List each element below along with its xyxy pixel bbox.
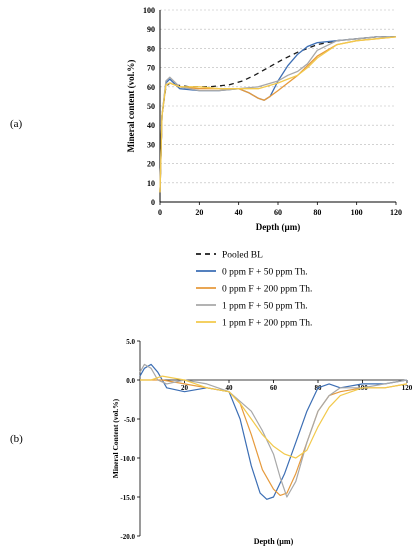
y-tick-label: 100: [143, 6, 155, 15]
x-tick-label: 20: [181, 384, 189, 392]
x-tick-label: 0: [158, 208, 162, 217]
y-axis-label: Mineral content (vol.%): [126, 60, 136, 153]
y-tick-label: -20.0: [120, 533, 135, 541]
y-tick-label: 30: [147, 140, 155, 149]
y-tick-label: 90: [147, 25, 155, 34]
legend-label: 0 ppm F + 50 ppm Th.: [222, 268, 308, 278]
x-tick-label: 80: [313, 208, 321, 217]
series-line-3: [140, 375, 408, 459]
legend-label: 0 ppm F + 200 ppm Th.: [222, 285, 312, 295]
legend-label: 1 ppm F + 200 ppm Th.: [222, 319, 312, 329]
chart-b: 5.00.0-5.0-10.0-15.0-20.020 40 60 80 100 120D…: [111, 338, 413, 546]
series-line-0: [159, 36, 396, 193]
y-tick-label: -15.0: [120, 494, 135, 502]
y-tick-label: 10: [147, 179, 155, 188]
series-line-2: [159, 36, 397, 193]
x-tick-label: 40: [226, 384, 234, 392]
y-tick-label: 20: [147, 160, 155, 169]
x-tick-label: 20: [195, 208, 203, 217]
y-tick-label: 80: [147, 44, 155, 53]
y-tick-label: 0.0: [126, 377, 135, 385]
panel-b-label: (b): [10, 433, 23, 445]
y-tick-label: 40: [147, 121, 155, 130]
legend: Pooled BL 0 ppm F + 50 ppm Th. 0 ppm F + 2…: [196, 251, 312, 329]
series-line-1: [140, 379, 408, 496]
x-tick-label: 120: [402, 384, 413, 392]
y-tick-label: -10.0: [120, 455, 135, 463]
y-tick-label: 60: [147, 83, 155, 92]
panel-a-label: (a): [10, 118, 23, 130]
y-axis-label: Mineral Content (vol.%): [111, 398, 120, 478]
series-line-4: [159, 36, 397, 193]
y-tick-label: 50: [147, 102, 155, 111]
legend-label: 1 ppm F + 50 ppm Th.: [222, 302, 308, 312]
y-tick-label: 0: [151, 198, 155, 207]
y-tick-label: -5.0: [124, 416, 136, 424]
legend-label: Pooled BL: [222, 251, 263, 261]
series-line-3: [159, 36, 396, 193]
chart-a: 0 10 20 30 40 50 60 70 80 90 100 0 20 40 60 80 100 120 Dep…: [126, 6, 402, 232]
x-tick-label: 60: [274, 208, 282, 217]
y-tick-label: 5.0: [126, 338, 135, 346]
x-tick-label: 100: [351, 208, 363, 217]
x-tick-label: 120: [390, 208, 402, 217]
x-axis-label: Depth (µm): [256, 222, 300, 232]
x-axis-label: Depth (µm): [254, 537, 294, 546]
x-tick-label: 60: [270, 384, 278, 392]
series-line-2: [139, 363, 408, 498]
y-tick-label: 70: [147, 64, 155, 73]
series-line-1: [159, 36, 396, 193]
x-tick-label: 40: [235, 208, 243, 217]
